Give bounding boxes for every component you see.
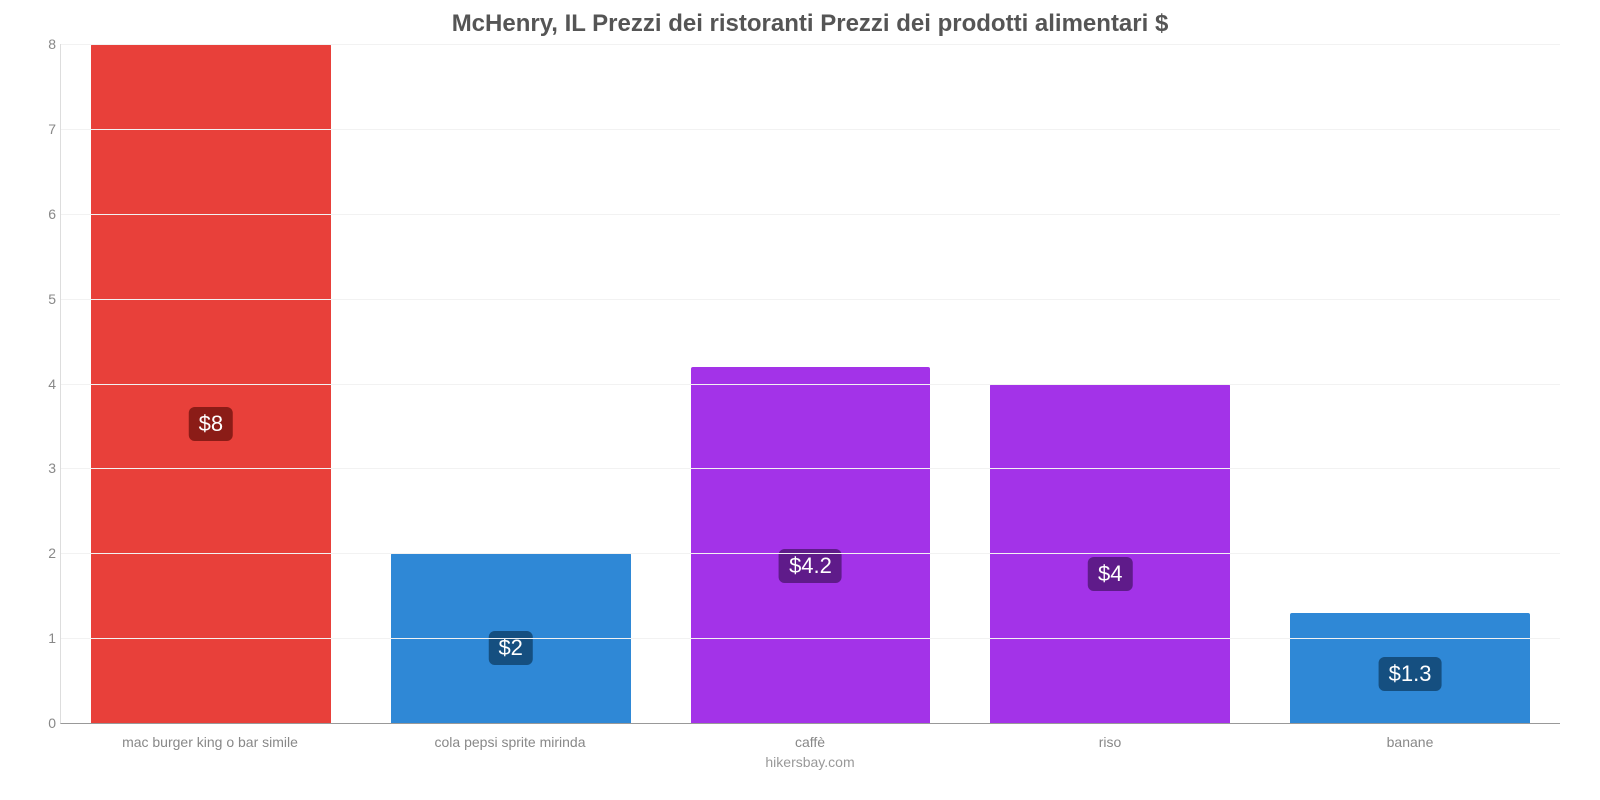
x-axis-label: banane	[1260, 734, 1560, 750]
chart-title: McHenry, IL Prezzi dei ristoranti Prezzi…	[60, 10, 1560, 38]
bar-value-label: $4.2	[779, 549, 842, 583]
gridline	[61, 638, 1560, 639]
y-tick: 4	[31, 376, 56, 392]
gridline	[61, 384, 1560, 385]
gridline	[61, 468, 1560, 469]
x-axis-label: caffè	[660, 734, 960, 750]
y-tick: 6	[31, 206, 56, 222]
y-tick: 3	[31, 460, 56, 476]
plot-area: $8$2$4.2$4$1.3 012345678	[60, 44, 1560, 724]
gridline	[61, 214, 1560, 215]
gridline	[61, 553, 1560, 554]
x-axis-label: cola pepsi sprite mirinda	[360, 734, 660, 750]
bar: $1.3	[1290, 613, 1530, 723]
gridline	[61, 129, 1560, 130]
price-chart: McHenry, IL Prezzi dei ristoranti Prezzi…	[0, 0, 1600, 800]
y-tick: 8	[31, 36, 56, 52]
bar-value-label: $1.3	[1379, 657, 1442, 691]
gridline	[61, 44, 1560, 45]
y-tick: 7	[31, 121, 56, 137]
y-tick: 1	[31, 630, 56, 646]
x-axis-label: riso	[960, 734, 1260, 750]
bar-value-label: $8	[189, 407, 233, 441]
bar-value-label: $2	[488, 631, 532, 665]
y-tick: 2	[31, 545, 56, 561]
y-tick: 5	[31, 291, 56, 307]
y-tick: 0	[31, 715, 56, 731]
bar: $4.2	[691, 367, 931, 723]
gridline	[61, 299, 1560, 300]
x-axis-label: mac burger king o bar simile	[60, 734, 360, 750]
chart-footer: hikersbay.com	[60, 754, 1560, 770]
x-axis-labels: mac burger king o bar similecola pepsi s…	[60, 734, 1560, 750]
bar-value-label: $4	[1088, 557, 1132, 591]
